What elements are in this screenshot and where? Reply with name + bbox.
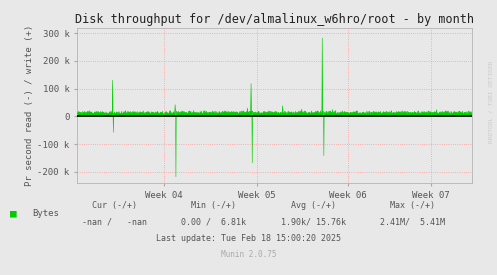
- Text: -nan /   -nan: -nan / -nan: [82, 217, 147, 226]
- Text: RRDTOOL / TOBI OETIKER: RRDTOOL / TOBI OETIKER: [489, 60, 494, 143]
- Text: Bytes: Bytes: [32, 209, 59, 218]
- Text: Max (-/+): Max (-/+): [390, 201, 435, 210]
- Title: Disk throughput for /dev/almalinux_w6hro/root - by month: Disk throughput for /dev/almalinux_w6hro…: [75, 13, 474, 26]
- Text: Last update: Tue Feb 18 15:00:20 2025: Last update: Tue Feb 18 15:00:20 2025: [156, 234, 341, 243]
- Text: Munin 2.0.75: Munin 2.0.75: [221, 250, 276, 259]
- Text: Cur (-/+): Cur (-/+): [92, 201, 137, 210]
- Y-axis label: Pr second read (-) / write (+): Pr second read (-) / write (+): [25, 24, 34, 186]
- Text: ■: ■: [10, 208, 17, 218]
- Text: Avg (-/+): Avg (-/+): [291, 201, 335, 210]
- Text: Min (-/+): Min (-/+): [191, 201, 236, 210]
- Text: 0.00 /  6.81k: 0.00 / 6.81k: [181, 217, 246, 226]
- Text: 2.41M/  5.41M: 2.41M/ 5.41M: [380, 217, 445, 226]
- Text: 1.90k/ 15.76k: 1.90k/ 15.76k: [281, 217, 345, 226]
